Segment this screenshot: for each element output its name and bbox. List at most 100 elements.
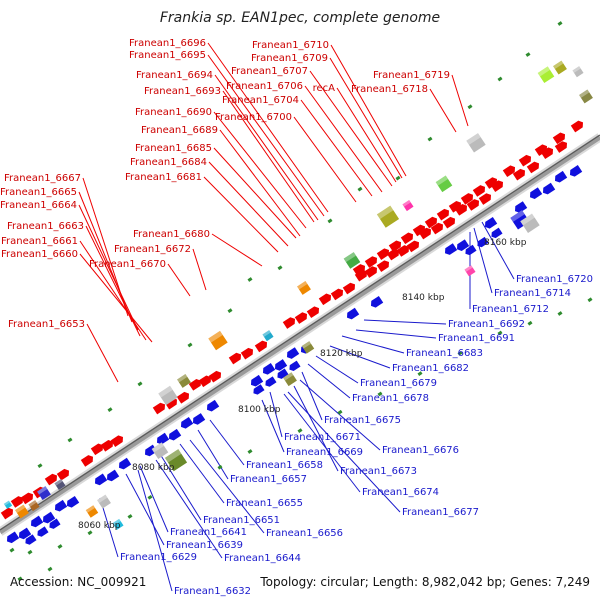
forward-gene-arrow xyxy=(376,248,390,260)
forward-gene-label: Franean1_6700 xyxy=(215,112,292,123)
callout-line xyxy=(79,253,153,343)
gene-labels: Franean1_6653 Franean1_6660 Franean1_6661 F… xyxy=(0,38,593,597)
reverse-gene-label: Franean1_6673 xyxy=(340,466,417,477)
forward-gene-arrow xyxy=(448,200,462,213)
forward-gene-arrow xyxy=(90,443,104,456)
feature-tick xyxy=(247,277,253,282)
forward-gene-arrow xyxy=(386,248,400,261)
reverse-gene-arrow xyxy=(37,526,49,537)
feature-tick xyxy=(217,464,223,470)
feature-tick xyxy=(47,566,53,572)
callout-line xyxy=(155,459,223,559)
forward-gene-arrow xyxy=(198,375,212,388)
reverse-gene-arrow xyxy=(49,518,61,529)
feature-tick xyxy=(27,549,33,555)
reverse-gene-label: Franean1_6669 xyxy=(286,447,363,458)
feature-tick xyxy=(527,320,533,326)
forward-gene-arrow xyxy=(330,288,344,301)
reverse-gene-arrow xyxy=(253,384,265,395)
callout-line xyxy=(207,54,325,217)
feature-tick xyxy=(417,371,423,376)
feature-tick xyxy=(497,330,503,336)
forward-gene-arrow xyxy=(188,379,202,391)
forward-gene-arrow xyxy=(110,435,124,447)
forward-gene-label: Franean1_6653 xyxy=(8,319,85,330)
forward-gene-arrow xyxy=(0,507,14,520)
feature-tick xyxy=(57,544,63,549)
reverse-gene-label: Franean1_6656 xyxy=(266,528,343,539)
forward-gene-arrow xyxy=(282,317,296,329)
forward-gene-arrow xyxy=(518,154,532,167)
forward-gene-label: Franean1_6707 xyxy=(231,66,308,77)
forward-gene-label: Franean1_6660 xyxy=(1,249,78,260)
feature-tick xyxy=(357,186,363,192)
forward-gene-arrow xyxy=(490,180,504,192)
forward-gene-arrow xyxy=(80,455,94,467)
forward-gene-arrow xyxy=(552,132,566,145)
feature-box xyxy=(435,175,453,193)
callout-line xyxy=(208,161,289,247)
reverse-gene-label: Franean1_6679 xyxy=(360,378,437,389)
feature-box xyxy=(537,66,555,84)
forward-gene-arrow xyxy=(424,216,438,229)
forward-gene-arrow xyxy=(396,245,410,257)
callout-line xyxy=(330,44,407,177)
forward-gene-label: recA xyxy=(313,83,336,94)
reverse-gene-arrow xyxy=(54,499,68,512)
feature-box xyxy=(283,372,297,387)
reverse-gene-arrow xyxy=(456,239,470,251)
callout-line xyxy=(481,221,515,280)
reverse-gene-label: Franean1_6714 xyxy=(494,288,571,299)
feature-box xyxy=(208,330,228,351)
callout-line xyxy=(213,111,307,229)
reverse-gene-arrow xyxy=(514,201,528,213)
callout-line xyxy=(261,399,285,453)
feature-box xyxy=(572,66,584,78)
forward-gene-arrow xyxy=(208,370,222,383)
kbp-tick-label: 8120 kbp xyxy=(320,349,363,359)
callout-line xyxy=(137,469,173,592)
reverse-gene-label: Franean1_6675 xyxy=(324,415,401,426)
reverse-gene-arrow xyxy=(277,368,289,379)
callout-line xyxy=(86,323,119,383)
feature-tick xyxy=(297,428,303,433)
forward-gene-arrow xyxy=(400,232,414,245)
feature-box xyxy=(15,504,29,519)
callout-line xyxy=(299,379,381,451)
callout-line xyxy=(451,74,469,127)
forward-gene-arrow xyxy=(412,224,426,237)
callout-line xyxy=(82,177,129,317)
forward-gene-arrow xyxy=(56,468,70,481)
reverse-gene-label: Franean1_6712 xyxy=(472,304,549,315)
forward-gene-label: Franean1_6672 xyxy=(114,244,191,255)
feature-box xyxy=(520,213,540,233)
reverse-gene-arrow xyxy=(180,416,194,429)
reverse-gene-arrow xyxy=(66,495,80,508)
forward-gene-arrow xyxy=(460,193,474,205)
reverse-gene-arrow xyxy=(289,360,301,371)
feature-box xyxy=(579,89,593,104)
reverse-gene-label: Franean1_6691 xyxy=(438,333,515,344)
forward-gene-arrow xyxy=(294,312,308,324)
kbp-tick-label: 8160 kbp xyxy=(484,238,527,248)
forward-gene-arrow xyxy=(512,168,526,181)
reverse-gene-label: Franean1_6629 xyxy=(120,552,197,563)
forward-gene-label: Franean1_6694 xyxy=(136,70,213,81)
forward-gene-arrow xyxy=(484,177,498,189)
reverse-gene-arrow xyxy=(286,347,300,359)
map-title: Frankia sp. EAN1pec, complete genome xyxy=(160,10,440,26)
forward-gene-arrow xyxy=(478,193,492,205)
forward-gene-label: Franean1_6719 xyxy=(373,70,450,81)
topology-label: Topology: circular; Length: 8,982,042 bp… xyxy=(259,575,590,589)
reverse-gene-arrow xyxy=(168,428,182,441)
reverse-gene-arrow xyxy=(250,374,264,387)
reverse-gene-label: Franean1_6641 xyxy=(170,527,247,538)
callout-line xyxy=(336,87,397,183)
reverse-gene-arrow xyxy=(118,457,132,470)
callout-line xyxy=(283,393,361,493)
callout-line xyxy=(219,129,301,237)
callout-line xyxy=(287,391,401,513)
reverse-gene-label: Franean1_6655 xyxy=(226,498,303,509)
forward-gene-arrow xyxy=(318,293,332,306)
